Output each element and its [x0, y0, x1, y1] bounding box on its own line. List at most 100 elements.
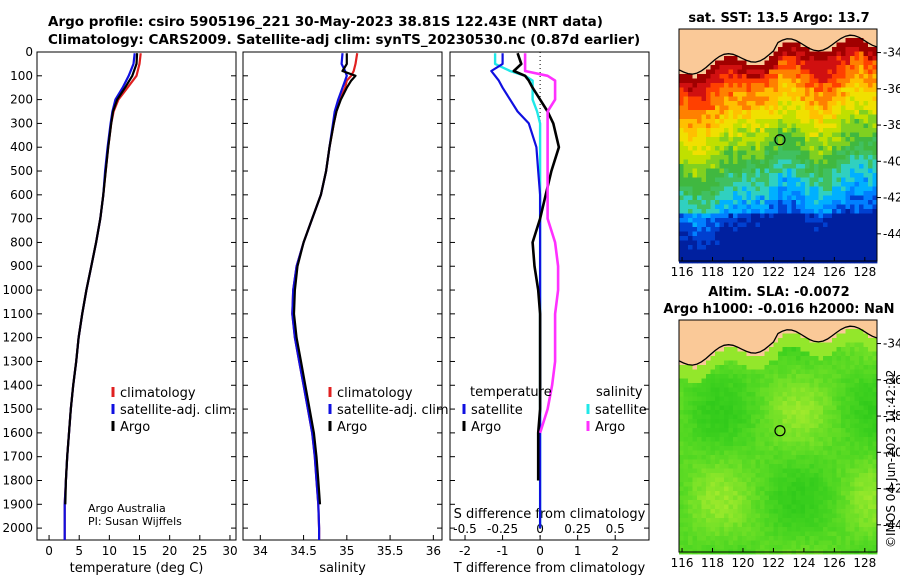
- map-cell: [688, 146, 693, 151]
- map-cell: [728, 545, 734, 550]
- map-cell: [787, 450, 792, 456]
- map-cell: [778, 69, 783, 75]
- map-cell: [733, 374, 738, 379]
- map-cell: [791, 186, 797, 192]
- map-cell: [805, 164, 810, 169]
- map-cell: [850, 459, 855, 465]
- map-cell: [796, 378, 801, 384]
- map-cell: [710, 150, 716, 156]
- sla-map-title-1: Altim. SLA: -0.0072: [708, 285, 849, 300]
- map-cell: [836, 249, 842, 255]
- map-cell: [818, 477, 824, 483]
- map-cell: [728, 236, 734, 241]
- map-cell: [782, 356, 788, 361]
- map-cell: [872, 146, 878, 151]
- map-cell: [832, 450, 837, 456]
- map-cell: [814, 110, 819, 115]
- sdiff-tick-label: 0: [536, 522, 544, 536]
- map-cell: [818, 218, 824, 223]
- map-cell: [724, 150, 729, 156]
- map-cell: [724, 540, 729, 546]
- map-cell: [859, 110, 864, 115]
- map-cell: [868, 320, 873, 325]
- map-cell: [841, 69, 846, 75]
- map-cell: [827, 231, 833, 237]
- map-cell: [751, 209, 756, 214]
- map-cell: [760, 392, 765, 397]
- map-cell: [737, 491, 743, 496]
- map-cell: [791, 536, 797, 541]
- map-cell: [796, 69, 801, 75]
- map-cell: [836, 132, 842, 138]
- map-cell: [715, 450, 720, 456]
- depth-tick-label: 500: [10, 164, 33, 178]
- map-cell: [746, 414, 752, 420]
- diff-frame: [449, 51, 650, 541]
- map-cell: [737, 545, 743, 550]
- map-cell: [791, 545, 797, 550]
- map-cell: [868, 468, 873, 474]
- map-cell: [805, 155, 810, 160]
- map-cell: [728, 374, 734, 379]
- map-cell: [863, 114, 869, 120]
- map-cell: [805, 60, 810, 66]
- map-cell: [823, 387, 828, 393]
- map-cell: [809, 168, 815, 174]
- map-cell: [836, 482, 842, 487]
- map-cell: [728, 428, 734, 433]
- map-cell: [809, 369, 815, 375]
- map-cell: [854, 374, 860, 379]
- map-cell: [832, 182, 837, 187]
- map-cell: [872, 518, 878, 523]
- map-cell: [809, 531, 815, 537]
- map-cell: [706, 204, 711, 210]
- map-cell: [706, 374, 711, 379]
- map-cell: [782, 240, 788, 246]
- map-cell: [850, 51, 855, 57]
- map-cell: [764, 222, 770, 228]
- map-cell: [809, 518, 815, 523]
- map-cell: [872, 38, 878, 43]
- map-cell: [697, 464, 702, 469]
- map-cell: [850, 545, 855, 550]
- temp-legend-label: satellite-adj. clim.: [120, 403, 236, 418]
- map-cell: [859, 522, 864, 528]
- map-cell: [827, 119, 833, 124]
- map-cell: [836, 545, 842, 550]
- map-cell: [787, 459, 792, 465]
- map-cell: [742, 324, 747, 330]
- map-cell: [746, 92, 752, 97]
- map-cell: [800, 518, 806, 523]
- map-cell: [773, 51, 779, 57]
- map-cell: [688, 191, 693, 196]
- map-cell: [746, 65, 752, 70]
- map-cell: [733, 119, 738, 124]
- map-cell: [827, 87, 833, 93]
- map-cell: [760, 369, 765, 375]
- map-cell: [755, 405, 761, 411]
- map-cell: [787, 240, 792, 246]
- map-cell: [841, 387, 846, 393]
- map-cell: [814, 33, 819, 39]
- map-cell: [692, 455, 698, 460]
- map-cell: [728, 509, 734, 514]
- map-cell: [872, 446, 878, 451]
- map-cell: [868, 96, 873, 102]
- map-cell: [868, 159, 873, 165]
- map-cell: [818, 419, 824, 424]
- map-cell: [796, 96, 801, 102]
- map-cell: [836, 119, 842, 124]
- map-cell: [782, 545, 788, 550]
- map-cell: [679, 114, 684, 120]
- map-cell: [701, 347, 707, 352]
- map-cell: [787, 468, 792, 474]
- map-cell: [706, 455, 711, 460]
- map-cell: [683, 500, 689, 505]
- map-cell: [679, 468, 684, 474]
- map-cell: [724, 195, 729, 201]
- map-cell: [845, 500, 851, 505]
- map-cell: [809, 204, 815, 210]
- map-cell: [737, 531, 743, 537]
- map-cell: [836, 455, 842, 460]
- map-cell: [715, 150, 720, 156]
